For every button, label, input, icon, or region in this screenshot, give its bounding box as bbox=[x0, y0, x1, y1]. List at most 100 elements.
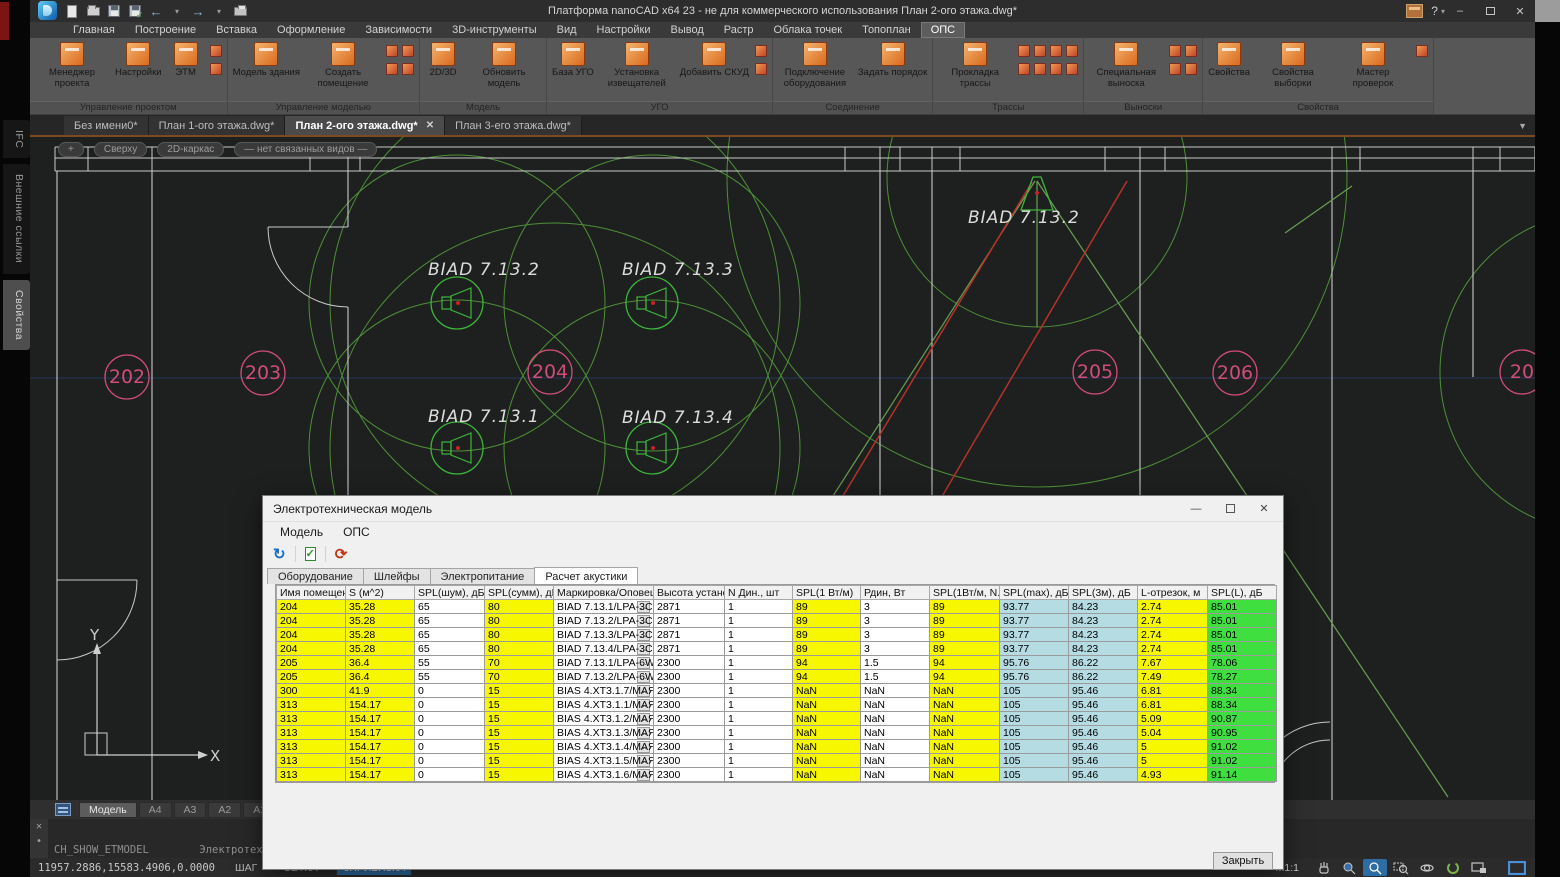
column-header[interactable]: L-отрезок, м bbox=[1138, 586, 1208, 600]
column-header[interactable]: SPL(сумм), дБ bbox=[485, 586, 554, 600]
ribbon-button-Свойства[interactable]: Свойства bbox=[1208, 40, 1250, 79]
table-cell[interactable]: 35.28 bbox=[346, 600, 415, 614]
table-cell[interactable]: 91.02 bbox=[1208, 754, 1277, 768]
table-cell[interactable]: 0 bbox=[415, 740, 485, 754]
ribbon-small-icon[interactable] bbox=[1185, 45, 1197, 57]
table-cell[interactable]: 78.06 bbox=[1208, 656, 1277, 670]
table-cell[interactable]: 89 bbox=[793, 642, 861, 656]
layout-tab-A4[interactable]: A4 bbox=[139, 802, 172, 818]
table-cell[interactable]: 204 bbox=[277, 614, 346, 628]
table-cell[interactable]: 78.27 bbox=[1208, 670, 1277, 684]
status-fullscreen-frame-icon[interactable] bbox=[1505, 859, 1529, 876]
table-cell[interactable]: NaN bbox=[930, 698, 1000, 712]
table-cell[interactable]: 89 bbox=[793, 600, 861, 614]
table-cell[interactable]: 313 bbox=[277, 712, 346, 726]
table-cell[interactable]: 313 bbox=[277, 740, 346, 754]
table-cell[interactable]: 1 bbox=[725, 684, 793, 698]
table-cell[interactable]: 95.46 bbox=[1069, 740, 1138, 754]
table-cell[interactable]: 313 bbox=[277, 768, 346, 782]
table-cell[interactable]: 1 bbox=[725, 712, 793, 726]
column-header[interactable]: SPL(шум), дБ bbox=[415, 586, 485, 600]
maximize-button[interactable] bbox=[1475, 0, 1505, 22]
status-regen-icon[interactable] bbox=[1441, 859, 1465, 876]
table-cell[interactable]: 0 bbox=[415, 684, 485, 698]
qat-new-file-button[interactable] bbox=[64, 3, 80, 19]
table-cell[interactable]: 204 bbox=[277, 628, 346, 642]
table-cell[interactable]: 35.28 bbox=[346, 614, 415, 628]
status-zoom-window-icon[interactable] bbox=[1389, 859, 1413, 876]
table-cell[interactable]: 94 bbox=[930, 670, 1000, 684]
table-cell[interactable]: 89 bbox=[793, 628, 861, 642]
table-cell[interactable]: 1 bbox=[725, 628, 793, 642]
table-cell[interactable]: 7.67 bbox=[1138, 656, 1208, 670]
ribbon-button-Обновить модель[interactable]: Обновить модель bbox=[467, 40, 541, 89]
table-cell[interactable]: 5 bbox=[1138, 740, 1208, 754]
column-header[interactable]: SPL(max), дБ bbox=[1000, 586, 1069, 600]
table-cell[interactable]: 89 bbox=[930, 628, 1000, 642]
ribbon-small-icon[interactable] bbox=[1169, 63, 1181, 75]
table-cell[interactable]: 70 bbox=[485, 670, 554, 684]
table-cell[interactable]: 55 bbox=[415, 670, 485, 684]
ribbon-tab-Растр[interactable]: Растр bbox=[715, 23, 763, 37]
ribbon-small-icon[interactable] bbox=[1066, 63, 1078, 75]
table-cell[interactable]: 35.28 bbox=[346, 642, 415, 656]
ribbon-tab-Зависимости[interactable]: Зависимости bbox=[356, 23, 441, 37]
ribbon-button-Добавить СКУД[interactable]: Добавить СКУД bbox=[680, 40, 749, 79]
table-cell[interactable]: 36.4 bbox=[346, 670, 415, 684]
layout-tab-Модель[interactable]: Модель bbox=[79, 802, 137, 818]
table-cell[interactable]: 95.76 bbox=[1000, 670, 1069, 684]
ribbon-small-icon[interactable] bbox=[1050, 63, 1062, 75]
ribbon-button-Прокладка трассы[interactable]: Прокладка трассы bbox=[938, 40, 1012, 89]
ribbon-small-icon[interactable] bbox=[1185, 63, 1197, 75]
table-cell[interactable]: 0 bbox=[415, 698, 485, 712]
close-command-panel-icon[interactable]: ✕ bbox=[36, 821, 42, 832]
table-cell[interactable]: 313 bbox=[277, 754, 346, 768]
ribbon-tab-Облака точек[interactable]: Облака точек bbox=[765, 23, 852, 37]
table-cell[interactable]: 105 bbox=[1000, 712, 1069, 726]
ribbon-button-Установка извещателей[interactable]: Установка извещателей bbox=[600, 40, 674, 89]
table-cell[interactable]: 70 bbox=[485, 656, 554, 670]
table-cell[interactable]: 1 bbox=[725, 698, 793, 712]
table-cell[interactable]: 88.34 bbox=[1208, 684, 1277, 698]
table-cell[interactable]: 95.46 bbox=[1069, 698, 1138, 712]
doc-tab-План 1-ого этажа.dwg*[interactable]: План 1-ого этажа.dwg* bbox=[149, 116, 286, 135]
table-cell[interactable]: 80 bbox=[485, 642, 554, 656]
dialog-minimize-button[interactable]: — bbox=[1179, 496, 1213, 521]
column-header[interactable]: N Дин., шт bbox=[725, 586, 793, 600]
status-zoom-realtime-icon[interactable] bbox=[1337, 859, 1361, 876]
table-cell[interactable]: 1 bbox=[725, 726, 793, 740]
table-cell[interactable]: 3 bbox=[861, 614, 930, 628]
ribbon-button-Модель здания[interactable]: Модель здания bbox=[233, 40, 300, 79]
qat-save-button[interactable] bbox=[106, 3, 122, 19]
close-button[interactable]: ✕ bbox=[1505, 0, 1535, 22]
table-cell[interactable]: 65 bbox=[415, 642, 485, 656]
table-cell[interactable]: 154.17 bbox=[346, 768, 415, 782]
ribbon-small-icon[interactable] bbox=[402, 45, 414, 57]
dialog-tab-Шлейфы[interactable]: Шлейфы bbox=[363, 568, 431, 584]
layout-list-icon[interactable] bbox=[55, 803, 71, 816]
ribbon-tab-Вид[interactable]: Вид bbox=[548, 23, 586, 37]
table-cell[interactable]: 204 bbox=[277, 642, 346, 656]
side-tab-Свойства[interactable]: Свойства bbox=[3, 280, 30, 350]
ribbon-button-Подключение оборудования[interactable]: Подключение оборудования bbox=[778, 40, 852, 89]
table-cell[interactable]: 300 bbox=[277, 684, 346, 698]
table-cell[interactable]: 84.23 bbox=[1069, 628, 1138, 642]
table-cell[interactable]: ...BIAD 7.13.4/LPA-3C [П bbox=[554, 642, 654, 656]
table-cell[interactable]: ...BIAD 7.13.1/LPA-6W [П bbox=[554, 656, 654, 670]
table-cell[interactable]: NaN bbox=[930, 768, 1000, 782]
table-cell[interactable]: 205 bbox=[277, 670, 346, 684]
dialog-menu-ОПС[interactable]: ОПС bbox=[334, 524, 379, 540]
table-cell[interactable]: 85.01 bbox=[1208, 642, 1277, 656]
table-cell[interactable]: 154.17 bbox=[346, 740, 415, 754]
table-cell[interactable]: 1 bbox=[725, 614, 793, 628]
table-cell[interactable]: 2300 bbox=[654, 740, 725, 754]
doc-tabs-chevron-down-icon[interactable]: ▼ bbox=[1518, 121, 1527, 131]
table-cell[interactable]: 0 bbox=[415, 712, 485, 726]
layout-tab-A3[interactable]: A3 bbox=[174, 802, 207, 818]
table-cell[interactable]: 65 bbox=[415, 600, 485, 614]
table-cell[interactable]: ...BIAS 4.ХТ3.1.4/МАЯК bbox=[554, 740, 654, 754]
table-cell[interactable]: NaN bbox=[930, 726, 1000, 740]
table-cell[interactable]: 15 bbox=[485, 726, 554, 740]
ribbon-small-icon[interactable] bbox=[1018, 63, 1030, 75]
table-cell[interactable]: ...BIAD 7.13.2/LPA-3C [П bbox=[554, 614, 654, 628]
